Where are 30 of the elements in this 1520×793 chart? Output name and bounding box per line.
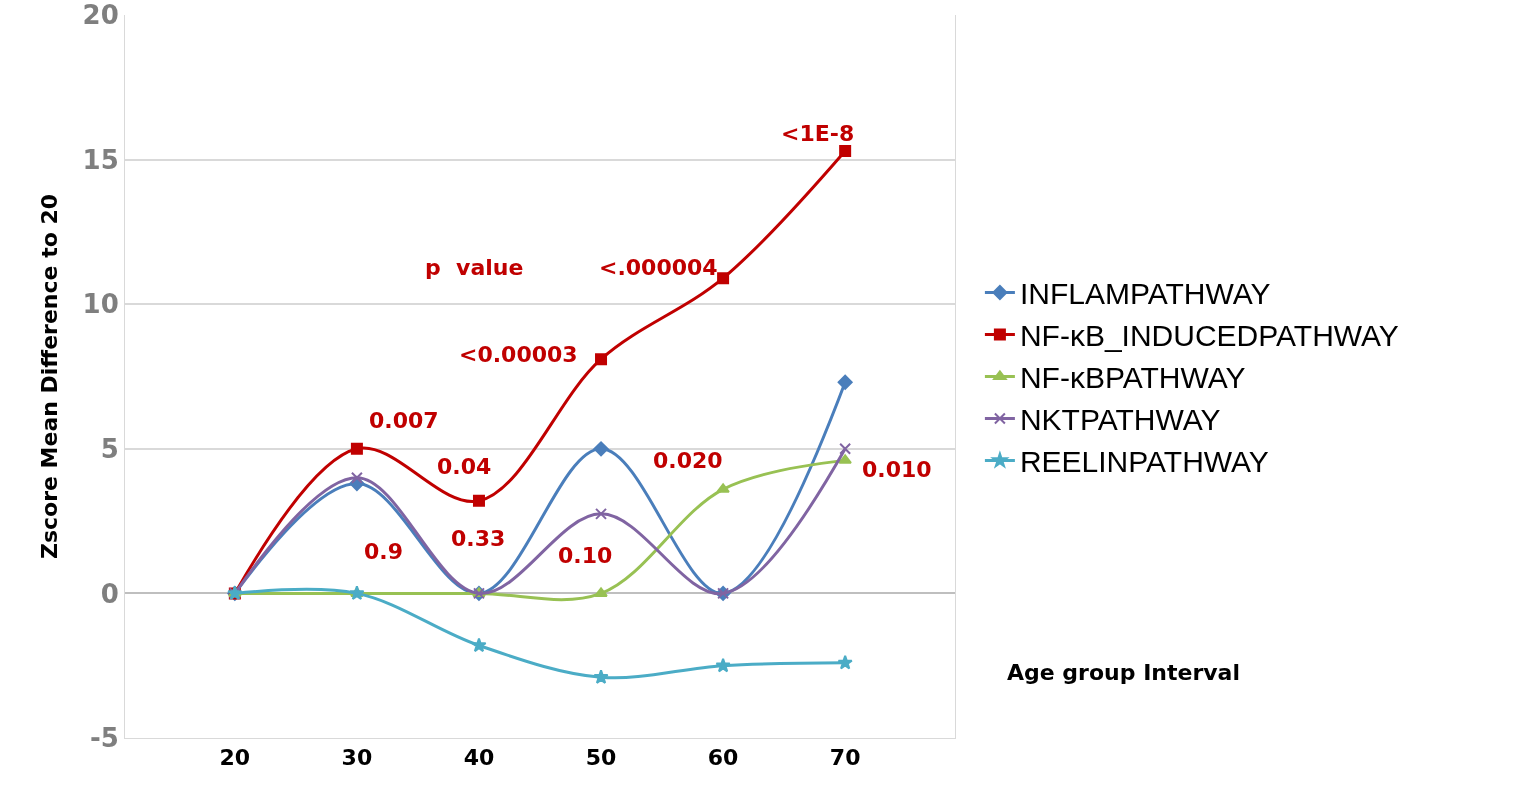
annotation: 0.020 bbox=[653, 448, 723, 473]
x-axis-title: Age group Interval bbox=[1007, 660, 1240, 685]
y-tick-label: 15 bbox=[82, 144, 119, 175]
y-tick-label: 10 bbox=[82, 289, 119, 320]
y-tick-label: -5 bbox=[89, 723, 119, 754]
annotation: 0.9 bbox=[364, 539, 403, 564]
annotation: 0.007 bbox=[369, 408, 439, 433]
x-tick-label: 50 bbox=[585, 745, 617, 771]
y-tick-label: 20 bbox=[82, 0, 119, 31]
annotation: 0.33 bbox=[451, 526, 506, 551]
y-tick-label: 5 bbox=[100, 433, 119, 464]
annotation: p value bbox=[425, 255, 524, 280]
x-tick-label: 40 bbox=[463, 745, 495, 771]
annotation: <1E-8 bbox=[781, 121, 855, 146]
legend-label: INFLAMPATHWAY bbox=[1019, 277, 1271, 311]
annotation: <.000004 bbox=[599, 255, 718, 280]
annotation: 0.10 bbox=[558, 543, 613, 568]
y-tick-label: 0 bbox=[100, 578, 119, 609]
legend-label: REELINPATHWAY bbox=[1019, 445, 1269, 479]
x-tick-label: 20 bbox=[219, 745, 251, 771]
x-tick-label: 30 bbox=[341, 745, 373, 771]
annotation: 0.04 bbox=[437, 454, 492, 479]
x-tick-label: 70 bbox=[829, 745, 861, 771]
legend-label: NF-κBPATHWAY bbox=[1019, 361, 1246, 395]
annotation: <0.00003 bbox=[459, 342, 578, 367]
annotation: 0.010 bbox=[862, 457, 932, 482]
x-tick-label: 60 bbox=[707, 745, 739, 771]
legend-label: NKTPATHWAY bbox=[1019, 403, 1221, 437]
y-axis-title: Zscore Mean Difference to 20 bbox=[37, 193, 63, 560]
legend-label: NF-κB_INDUCEDPATHWAY bbox=[1019, 319, 1399, 353]
